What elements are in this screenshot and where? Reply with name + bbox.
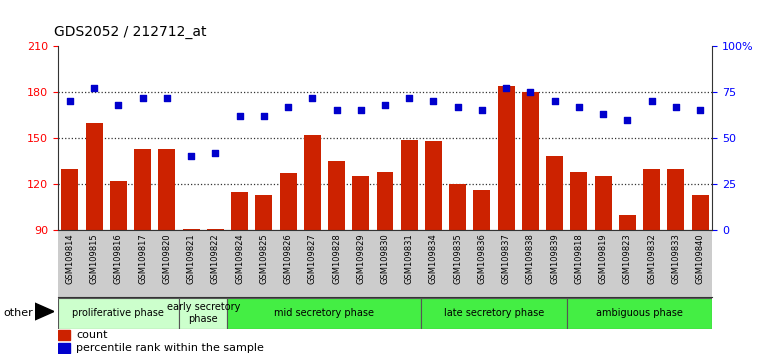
Point [161,95,173,101]
Bar [134,149,151,230]
Point [427,98,440,104]
Text: GSM109838: GSM109838 [526,234,535,284]
Text: ambiguous phase: ambiguous phase [596,308,683,318]
Point [524,89,537,95]
Point [573,104,585,110]
Text: GSM109830: GSM109830 [380,234,390,284]
Text: GSM109823: GSM109823 [623,234,632,284]
FancyBboxPatch shape [567,298,712,329]
Text: percentile rank within the sample: percentile rank within the sample [76,343,264,353]
Text: GSM109825: GSM109825 [259,234,268,284]
Bar [182,229,199,230]
Point [233,113,246,119]
Bar [353,176,370,230]
Bar [643,169,660,230]
FancyBboxPatch shape [227,298,421,329]
Point [476,108,488,113]
Point [258,113,270,119]
FancyBboxPatch shape [179,298,227,329]
Text: count: count [76,330,108,341]
Bar [619,215,636,230]
Point [112,102,125,108]
Point [136,95,149,101]
Bar [546,156,563,230]
Text: GSM109829: GSM109829 [357,234,365,284]
Text: GSM109831: GSM109831 [405,234,413,284]
Text: GSM109820: GSM109820 [162,234,172,284]
Bar [62,169,79,230]
Text: other: other [4,308,34,318]
Point [694,108,706,113]
Bar [207,229,224,230]
Point [451,104,464,110]
Point [330,108,343,113]
Text: early secretory
phase: early secretory phase [166,302,240,324]
Text: late secretory phase: late secretory phase [444,308,544,318]
Text: GSM109822: GSM109822 [211,234,219,284]
Point [88,86,100,91]
Bar [425,141,442,230]
Bar [231,192,248,230]
Bar [571,172,588,230]
Bar [58,331,69,341]
Point [548,98,561,104]
Point [645,98,658,104]
FancyBboxPatch shape [58,298,179,329]
Text: GSM109816: GSM109816 [114,234,123,284]
Bar [594,176,611,230]
Point [670,104,682,110]
Text: GSM109818: GSM109818 [574,234,584,284]
Bar [400,139,417,230]
Text: GSM109835: GSM109835 [454,234,462,284]
Text: GSM109827: GSM109827 [308,234,316,284]
Text: GSM109814: GSM109814 [65,234,75,284]
Point [64,98,76,104]
Bar [497,86,514,230]
Polygon shape [35,303,54,320]
Point [306,95,319,101]
Point [597,111,609,117]
Point [621,117,634,122]
Bar [280,173,296,230]
Text: GDS2052 / 212712_at: GDS2052 / 212712_at [54,25,206,39]
Bar [159,149,176,230]
Bar [110,181,127,230]
Text: GSM109821: GSM109821 [186,234,196,284]
Bar [449,184,466,230]
Text: GSM109836: GSM109836 [477,234,487,284]
Point [185,154,197,159]
Text: GSM109828: GSM109828 [332,234,341,284]
Bar [522,92,539,230]
Text: GSM109840: GSM109840 [695,234,705,284]
Bar [256,195,273,230]
Text: GSM109824: GSM109824 [235,234,244,284]
FancyBboxPatch shape [421,298,567,329]
Bar [691,195,708,230]
Bar [58,343,69,353]
Text: GSM109839: GSM109839 [551,234,559,284]
Text: GSM109833: GSM109833 [671,234,681,284]
Text: mid secretory phase: mid secretory phase [274,308,374,318]
Point [355,108,367,113]
Text: GSM109837: GSM109837 [502,234,511,284]
Point [500,86,512,91]
Bar [85,123,102,230]
Text: GSM109826: GSM109826 [283,234,293,284]
Text: GSM109819: GSM109819 [598,234,608,284]
Bar [377,172,393,230]
Point [282,104,294,110]
Bar [304,135,321,230]
Point [403,95,415,101]
Text: GSM109832: GSM109832 [647,234,656,284]
Text: GSM109815: GSM109815 [89,234,99,284]
Text: GSM109817: GSM109817 [138,234,147,284]
Point [379,102,391,108]
Bar [328,161,345,230]
Text: GSM109834: GSM109834 [429,234,438,284]
Point [209,150,222,156]
Text: proliferative phase: proliferative phase [72,308,164,318]
Bar [474,190,490,230]
Bar [668,169,685,230]
